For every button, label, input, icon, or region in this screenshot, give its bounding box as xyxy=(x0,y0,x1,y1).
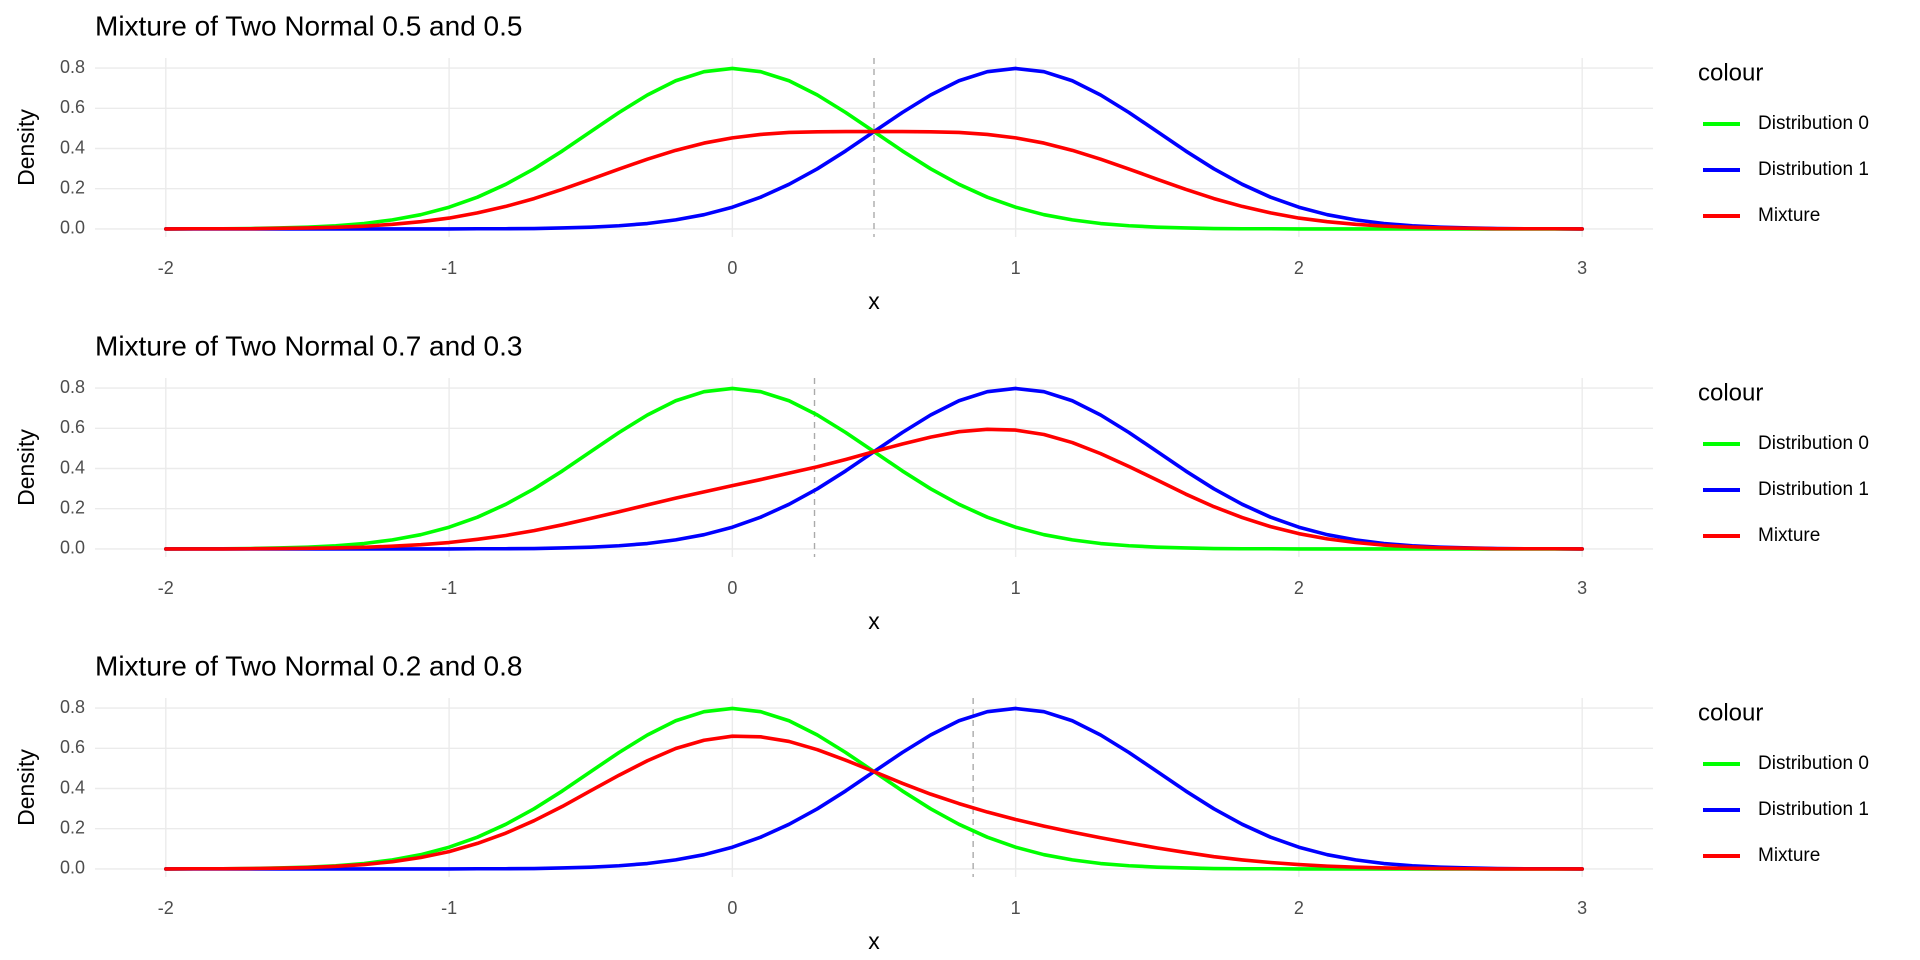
chart-title: Mixture of Two Normal 0.7 and 0.3 xyxy=(95,330,522,361)
legend-label: Distribution 1 xyxy=(1758,479,1869,500)
x-tick-label: 0 xyxy=(727,578,737,598)
y-tick-label: 0.4 xyxy=(60,777,85,797)
legend-label: Distribution 0 xyxy=(1758,113,1869,134)
y-tick-label: 0.8 xyxy=(60,377,85,397)
x-tick-label: -2 xyxy=(158,578,174,598)
y-tick-label: 0.2 xyxy=(60,177,85,197)
y-axis-title: Density xyxy=(13,109,39,186)
y-tick-label: 0.8 xyxy=(60,57,85,77)
x-tick-label: 1 xyxy=(1011,578,1021,598)
line-series xyxy=(164,129,1584,231)
x-tick-label: 2 xyxy=(1294,258,1304,278)
x-tick-label: -1 xyxy=(441,578,457,598)
x-tick-label: 0 xyxy=(727,258,737,278)
y-tick-label: 0.6 xyxy=(60,417,85,437)
x-axis-title: x xyxy=(868,608,880,634)
line-series xyxy=(164,427,1584,551)
y-tick-label: 0.4 xyxy=(60,137,85,157)
y-tick-label: 0.0 xyxy=(60,218,85,238)
line-series xyxy=(164,734,1584,871)
legend-title: colour xyxy=(1698,59,1763,86)
y-axis-title: Density xyxy=(13,749,39,826)
legend-title: colour xyxy=(1698,379,1763,406)
legend-title: colour xyxy=(1698,699,1763,726)
y-tick-label: 0.6 xyxy=(60,97,85,117)
x-tick-label: 3 xyxy=(1577,258,1587,278)
x-tick-label: 1 xyxy=(1011,258,1021,278)
y-tick-label: 0.8 xyxy=(60,697,85,717)
x-tick-label: 0 xyxy=(727,898,737,918)
y-tick-label: 0.0 xyxy=(60,538,85,558)
legend-label: Distribution 1 xyxy=(1758,159,1869,180)
x-tick-label: -2 xyxy=(158,258,174,278)
legend-label: Mixture xyxy=(1758,205,1820,226)
legend-label: Distribution 1 xyxy=(1758,799,1869,820)
x-tick-label: 3 xyxy=(1577,898,1587,918)
y-tick-label: 0.6 xyxy=(60,737,85,757)
x-tick-label: -1 xyxy=(441,898,457,918)
x-tick-label: 1 xyxy=(1011,898,1021,918)
y-tick-label: 0.4 xyxy=(60,457,85,477)
chart-title: Mixture of Two Normal 0.2 and 0.8 xyxy=(95,650,522,681)
legend-label: Mixture xyxy=(1758,525,1820,546)
y-tick-label: 0.0 xyxy=(60,858,85,878)
x-axis-title: x xyxy=(868,288,880,314)
x-tick-label: 2 xyxy=(1294,898,1304,918)
y-tick-label: 0.2 xyxy=(60,817,85,837)
x-tick-label: -2 xyxy=(158,898,174,918)
x-tick-label: 3 xyxy=(1577,578,1587,598)
x-tick-label: 2 xyxy=(1294,578,1304,598)
legend-label: Mixture xyxy=(1758,845,1820,866)
legend-label: Distribution 0 xyxy=(1758,753,1869,774)
legend-label: Distribution 0 xyxy=(1758,433,1869,454)
chart-title: Mixture of Two Normal 0.5 and 0.5 xyxy=(95,10,522,41)
y-tick-label: 0.2 xyxy=(60,497,85,517)
x-tick-label: -1 xyxy=(441,258,457,278)
y-axis-title: Density xyxy=(13,429,39,506)
x-axis-title: x xyxy=(868,928,880,954)
